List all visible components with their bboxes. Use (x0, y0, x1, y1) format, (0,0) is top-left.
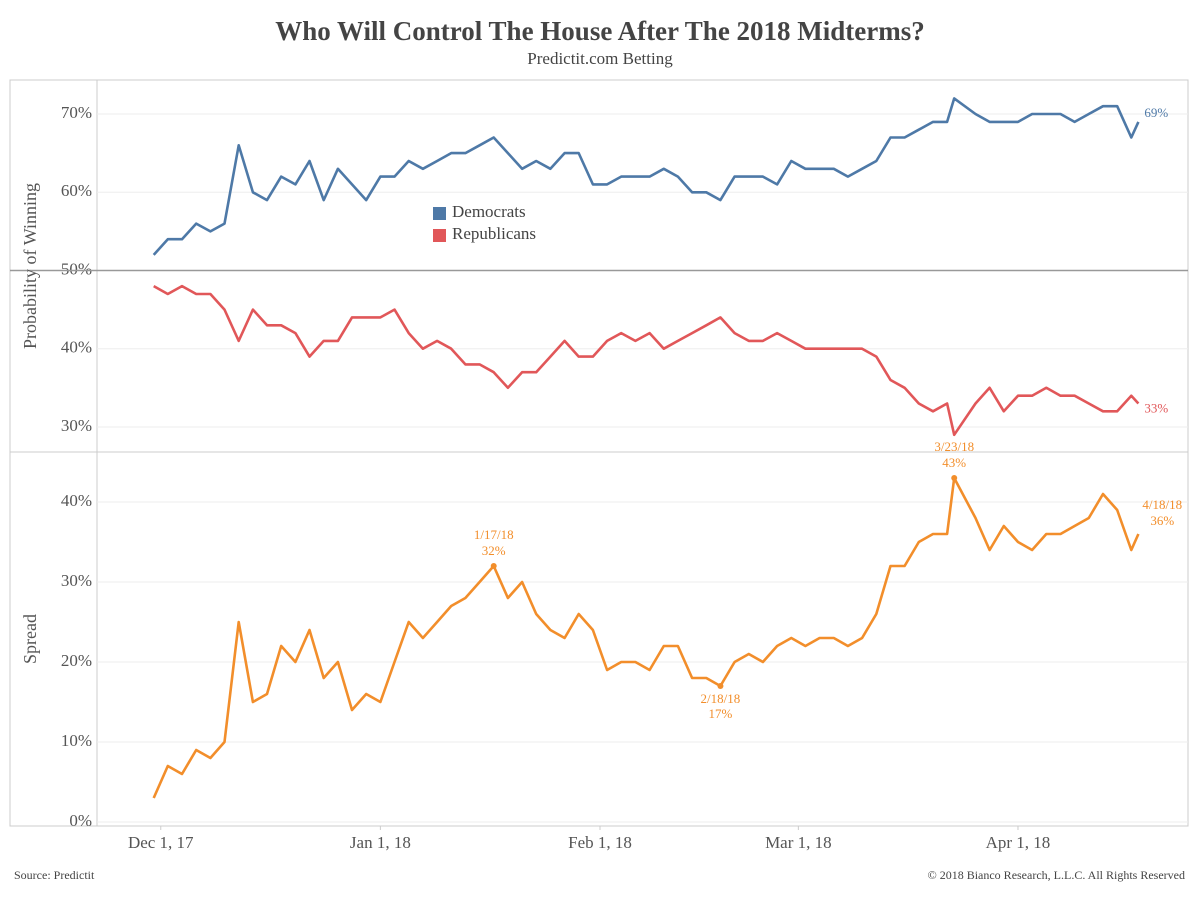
annotation-marker (717, 683, 724, 689)
annotation-label: 1/17/18 (474, 527, 514, 542)
y-tick-label: 0% (69, 811, 92, 830)
y-tick-label: 40% (61, 491, 92, 510)
y-axis-title: Spread (20, 614, 40, 664)
x-tick-label: Dec 1, 17 (128, 833, 194, 852)
annotation-label: 4/18/18 (1142, 497, 1182, 512)
copyright: © 2018 Bianco Research, L.L.C. All Right… (928, 868, 1185, 882)
y-tick-label: 10% (61, 731, 92, 750)
x-tick-label: Apr 1, 18 (986, 833, 1051, 852)
legend-swatch (433, 207, 446, 220)
chart-subtitle: Predictit.com Betting (527, 49, 673, 68)
y-tick-label: 40% (61, 338, 92, 357)
annotation-value: 43% (942, 455, 966, 470)
annotation-label: 2/18/18 (701, 691, 741, 706)
annotation-value: 32% (482, 543, 506, 558)
annotation-label: 33% (1144, 400, 1168, 415)
annotation-value: 17% (709, 706, 733, 721)
legend-label: Republicans (452, 224, 536, 243)
y-axis-title: Probability of Winning (20, 183, 40, 349)
y-tick-label: 50% (61, 259, 92, 278)
y-tick-label: 20% (61, 651, 92, 670)
annotation-marker (951, 475, 958, 481)
y-tick-label: 30% (61, 571, 92, 590)
series-line (152, 97, 1140, 256)
legend-label: Democrats (452, 202, 526, 221)
x-tick-label: Mar 1, 18 (765, 833, 832, 852)
annotation-label: 3/23/18 (934, 439, 974, 454)
y-tick-label: 30% (61, 416, 92, 435)
x-tick-label: Feb 1, 18 (568, 833, 632, 852)
x-tick-label: Jan 1, 18 (350, 833, 411, 852)
series-line (152, 476, 1140, 799)
frame (9, 79, 1189, 827)
y-tick-label: 60% (61, 181, 92, 200)
annotation-marker (490, 563, 497, 569)
annotation-label: 69% (1144, 105, 1168, 120)
series-line (153, 284, 1140, 437)
chart-title: Who Will Control The House After The 201… (275, 16, 925, 46)
legend-swatch (433, 229, 446, 242)
annotation-value: 36% (1150, 513, 1174, 528)
y-tick-label: 70% (61, 103, 92, 122)
source: Source: Predictit (14, 868, 95, 882)
